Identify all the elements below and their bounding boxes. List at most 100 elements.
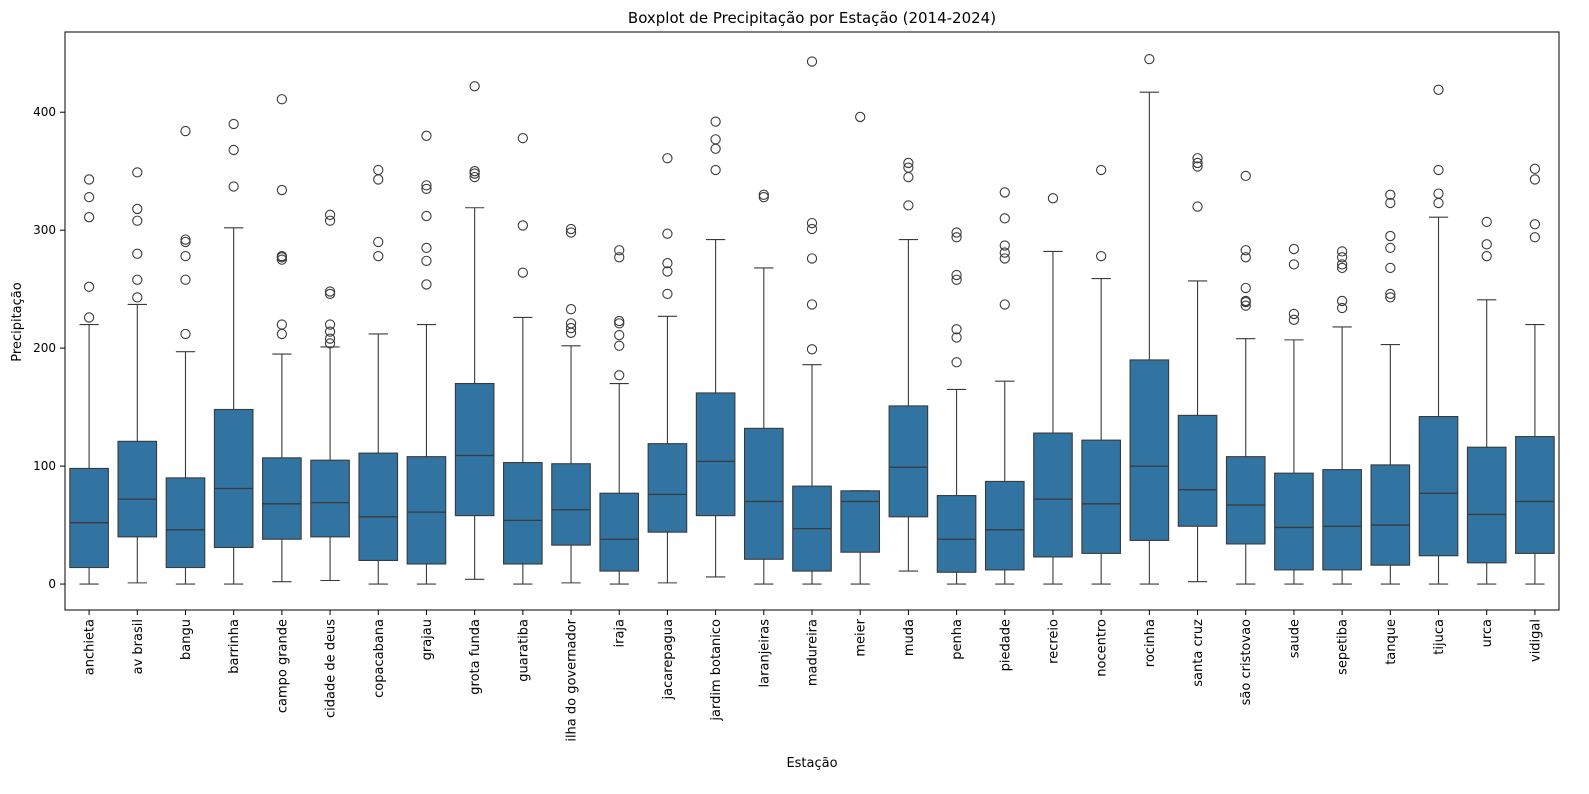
outlier-point — [421, 279, 432, 290]
outlier-point — [1433, 164, 1444, 176]
box-iqr — [551, 463, 591, 546]
box-iqr — [454, 382, 495, 517]
outlier-point — [951, 357, 962, 368]
outlier-point — [180, 328, 191, 340]
outlier-point — [614, 340, 625, 351]
outlier-point — [614, 315, 625, 327]
outlier-point — [373, 164, 384, 176]
outlier-point — [855, 111, 866, 123]
outlier-point — [1385, 292, 1396, 303]
outlier-point — [276, 328, 288, 340]
outlier-point — [83, 212, 95, 223]
outlier-point — [324, 209, 336, 220]
outlier-point — [1192, 161, 1203, 172]
outlier-point — [1481, 216, 1492, 228]
outlier-point — [710, 134, 721, 145]
x-tick-label: sepetiba — [1336, 619, 1351, 675]
outlier-point — [1336, 262, 1348, 274]
x-tick-label: saude — [1287, 619, 1302, 658]
outlier-point — [1385, 189, 1396, 200]
x-tick-label: grajau — [420, 619, 435, 660]
outlier-point — [614, 318, 625, 329]
outlier-point — [228, 181, 239, 192]
box-iqr — [1225, 456, 1266, 545]
outlier-point — [1288, 314, 1300, 325]
outlier-point — [132, 215, 143, 226]
outlier-point — [951, 227, 962, 238]
outlier-point — [662, 266, 673, 277]
x-tick-label: nocentro — [1095, 619, 1110, 677]
outlier-point — [662, 258, 673, 269]
box-iqr — [647, 443, 688, 533]
x-tick-label: guaratiba — [516, 619, 531, 682]
outlier-point — [324, 333, 336, 344]
box-iqr — [165, 477, 206, 569]
box-iqr — [1515, 436, 1555, 554]
box-iqr — [936, 495, 977, 573]
x-tick-label: urca — [1480, 619, 1495, 647]
y-tick-label: 100 — [33, 459, 56, 473]
outlier-point — [662, 228, 673, 239]
box-iqr — [310, 459, 350, 538]
outlier-point — [373, 250, 384, 262]
outlier-point — [710, 143, 721, 154]
outlier-point — [1385, 197, 1396, 209]
x-tick-label: iraja — [613, 619, 628, 648]
outlier-point — [228, 118, 239, 130]
outlier-point — [83, 312, 95, 323]
box-iqr — [1418, 415, 1459, 557]
outlier-point — [180, 250, 191, 262]
x-tick-label: vidigal — [1528, 619, 1543, 662]
outlier-point — [1240, 300, 1251, 311]
outlier-point — [1288, 259, 1300, 270]
outlier-point — [1433, 188, 1444, 199]
outlier-point — [565, 304, 577, 315]
x-tick-label: barrinha — [227, 619, 242, 674]
box-iqr — [695, 392, 736, 517]
y-tick-label: 400 — [33, 105, 56, 119]
outlier-point — [276, 254, 288, 265]
x-tick-label: av brasil — [131, 619, 146, 674]
x-tick-label: tijuca — [1432, 619, 1447, 655]
outlier-point — [324, 326, 336, 337]
outlier-point — [132, 248, 143, 259]
outlier-point — [806, 217, 818, 229]
outlier-point — [517, 267, 528, 278]
outlier-point — [180, 236, 191, 248]
outlier-point — [1096, 250, 1107, 262]
outlier-point — [1529, 219, 1541, 230]
outlier-point — [469, 81, 480, 92]
outlier-point — [614, 330, 625, 341]
outlier-point — [421, 255, 432, 266]
outlier-point — [1385, 242, 1396, 254]
outlier-point — [324, 288, 336, 300]
outlier-point — [421, 210, 432, 222]
outlier-point — [1336, 295, 1348, 307]
outlier-point — [565, 227, 577, 238]
outlier-point — [421, 180, 432, 191]
outlier-point — [565, 223, 577, 235]
box-iqr — [840, 490, 881, 553]
box-iqr — [599, 492, 640, 572]
outlier-point — [1192, 201, 1203, 212]
outlier-point — [373, 236, 384, 248]
outlier-point — [469, 171, 480, 183]
box-iqr — [1129, 359, 1170, 541]
x-tick-label: grota funda — [468, 619, 483, 695]
outlier-point — [951, 274, 962, 285]
outlier-point — [517, 220, 528, 231]
outlier-point — [1481, 250, 1492, 262]
outlier-point — [1336, 259, 1348, 270]
outlier-point — [83, 281, 95, 292]
box-iqr — [888, 405, 929, 518]
box-iqr — [1081, 439, 1121, 554]
x-tick-label: laranjeiras — [757, 619, 772, 688]
box-iqr — [1322, 469, 1362, 571]
outlier-point — [276, 184, 288, 196]
outlier-point — [614, 245, 625, 256]
outlier-point — [1288, 243, 1300, 255]
box-iqr — [1370, 464, 1411, 566]
x-tick-label: meier — [854, 618, 869, 656]
outlier-point — [1336, 252, 1348, 263]
